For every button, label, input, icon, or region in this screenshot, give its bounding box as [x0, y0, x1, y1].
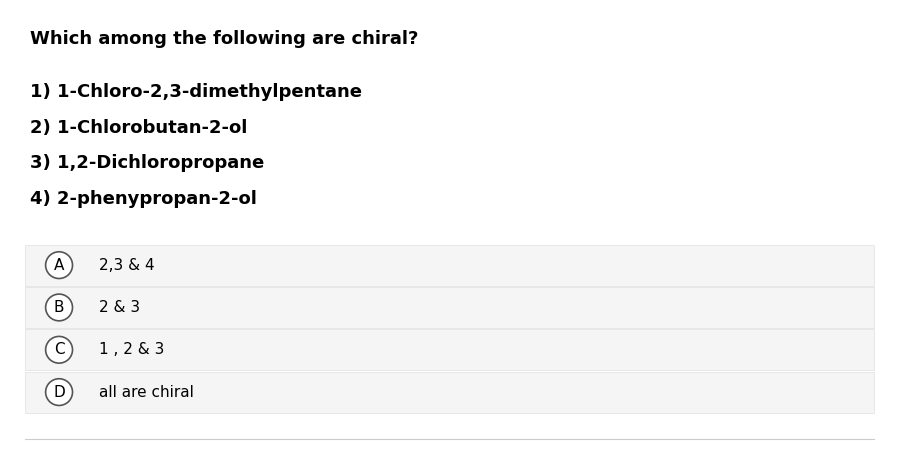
FancyBboxPatch shape [25, 372, 874, 413]
Text: 3) 1,2-Dichloropropane: 3) 1,2-Dichloropropane [30, 154, 263, 172]
FancyBboxPatch shape [25, 244, 874, 285]
Text: Which among the following are chiral?: Which among the following are chiral? [30, 29, 418, 47]
Ellipse shape [46, 379, 73, 405]
Text: 2 & 3: 2 & 3 [99, 300, 140, 315]
Text: 2,3 & 4: 2,3 & 4 [99, 258, 155, 273]
Text: all are chiral: all are chiral [99, 385, 194, 400]
Text: A: A [54, 258, 64, 273]
Text: 2) 1-Chlorobutan-2-ol: 2) 1-Chlorobutan-2-ol [30, 119, 247, 137]
Text: D: D [53, 385, 65, 400]
Text: 1) 1-Chloro-2,3-dimethylpentane: 1) 1-Chloro-2,3-dimethylpentane [30, 83, 361, 101]
Text: 1 , 2 & 3: 1 , 2 & 3 [99, 342, 165, 357]
Text: 4) 2-phenypropan-2-ol: 4) 2-phenypropan-2-ol [30, 190, 256, 208]
Text: B: B [54, 300, 65, 315]
Ellipse shape [46, 294, 73, 321]
Ellipse shape [46, 336, 73, 363]
FancyBboxPatch shape [25, 287, 874, 328]
FancyBboxPatch shape [25, 329, 874, 370]
Ellipse shape [46, 252, 73, 279]
Text: C: C [54, 342, 65, 357]
